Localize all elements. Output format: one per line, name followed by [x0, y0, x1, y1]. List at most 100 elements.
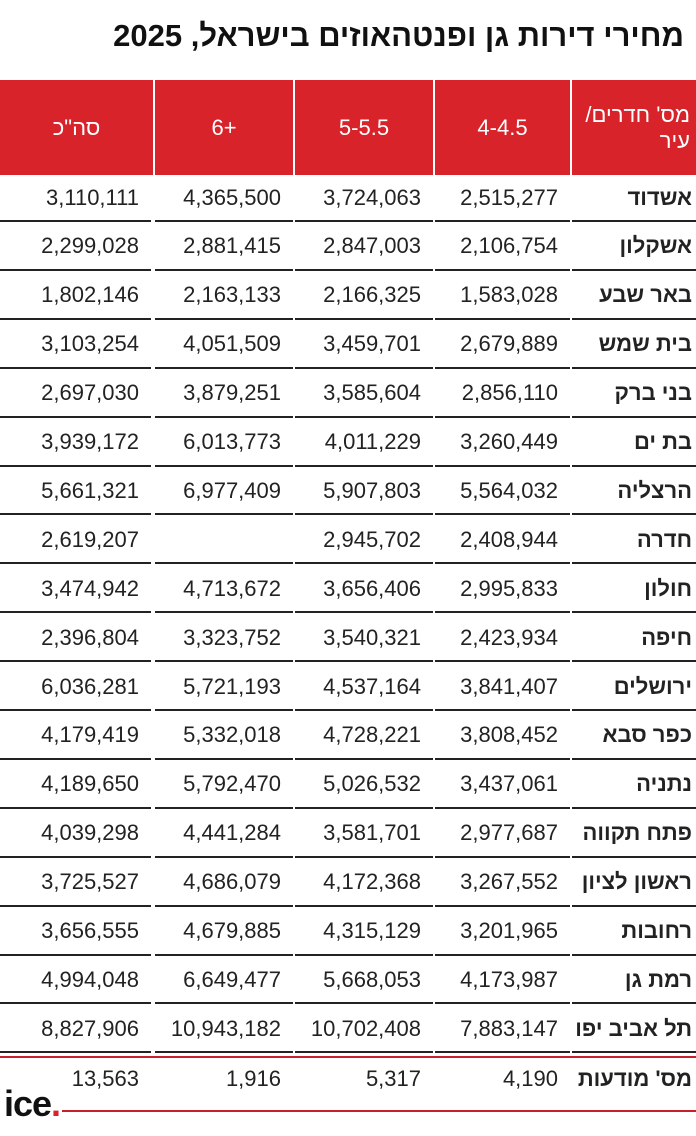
city-name: רחובות [572, 909, 696, 956]
price-cell: 3,474,942 [0, 566, 151, 614]
price-cell: 2,619,207 [0, 517, 151, 565]
price-cell: 4,051,509 [155, 322, 293, 369]
logo: ice. [4, 1083, 61, 1125]
logo-text: ice [4, 1083, 52, 1124]
price-cell: 3,437,061 [435, 762, 570, 809]
city-name: ירושלים [572, 664, 696, 711]
city-name: הרצליה [572, 468, 696, 516]
title: מחירי דירות גן ופנטהאוזים בישראל, 2025 [113, 18, 684, 53]
price-cell: 3,459,701 [295, 322, 433, 369]
price-cell: 1,583,028 [435, 273, 570, 320]
logo-dot: . [51, 1083, 61, 1124]
price-cell: 3,585,604 [295, 371, 433, 418]
city-name: אשקלון [572, 224, 696, 271]
price-cell: 2,697,030 [0, 371, 151, 418]
city-name: ראשון לציון [572, 860, 696, 907]
price-cell: 5,564,032 [435, 468, 570, 516]
column-header: מס' חדרים/ עיר [572, 80, 696, 175]
price-cell: 3,323,752 [155, 615, 293, 663]
price-cell: 5,332,018 [155, 713, 293, 760]
price-cell: 5,026,532 [295, 762, 433, 809]
price-cell: 3,267,552 [435, 860, 570, 907]
price-cell: 2,396,804 [0, 615, 151, 663]
footer-label: מס' מודעות [577, 1066, 692, 1092]
city-name: כפר סבא [572, 713, 696, 760]
price-cell: 4,728,221 [295, 713, 433, 760]
price-cell: 3,725,527 [0, 860, 151, 907]
price-cell [155, 517, 293, 565]
price-cell: 2,299,028 [0, 224, 151, 271]
price-cell: 6,013,773 [155, 420, 293, 467]
count-cell: 5,317 [365, 1066, 421, 1092]
price-cell: 6,977,409 [155, 468, 293, 516]
price-cell: 5,907,803 [295, 468, 433, 516]
price-cell: 3,841,407 [435, 664, 570, 711]
city-name: חדרה [572, 517, 696, 565]
city-name: בני ברק [572, 371, 696, 418]
price-cell: 4,172,368 [295, 860, 433, 907]
price-cell: 1,802,146 [0, 273, 151, 320]
column-header: 4-4.5 [435, 80, 570, 175]
price-cell: 4,173,987 [435, 957, 570, 1005]
price-cell: 3,939,172 [0, 420, 151, 467]
separator [0, 1056, 696, 1059]
price-cell: 3,110,111 [0, 175, 151, 222]
city-name: בית שמש [572, 322, 696, 369]
price-cell: 3,201,965 [435, 909, 570, 956]
price-cell: 2,423,934 [435, 615, 570, 663]
price-cell: 3,581,701 [295, 811, 433, 858]
price-cell: 2,945,702 [295, 517, 433, 565]
price-cell: 5,792,470 [155, 762, 293, 809]
price-cell: 4,686,079 [155, 860, 293, 907]
price-cell: 10,943,182 [155, 1006, 293, 1054]
price-cell: 4,365,500 [155, 175, 293, 222]
price-cell: 7,883,147 [435, 1006, 570, 1054]
price-cell: 2,995,833 [435, 566, 570, 614]
price-cell: 6,649,477 [155, 957, 293, 1005]
price-cell: 5,721,193 [155, 664, 293, 711]
price-cell: 6,036,281 [0, 664, 151, 711]
price-cell: 4,713,672 [155, 566, 293, 614]
price-cell: 3,260,449 [435, 420, 570, 467]
price-cell: 5,661,321 [0, 468, 151, 516]
city-name: חולון [572, 566, 696, 614]
price-cell: 3,879,251 [155, 371, 293, 418]
price-cell: 2,977,687 [435, 811, 570, 858]
price-cell: 4,179,419 [0, 713, 151, 760]
price-cell: 2,163,133 [155, 273, 293, 320]
bottom-line [62, 1110, 696, 1112]
price-cell: 5,668,053 [295, 957, 433, 1005]
price-cell: 4,039,298 [0, 811, 151, 858]
price-cell: 10,702,408 [295, 1006, 433, 1054]
price-cell: 4,994,048 [0, 957, 151, 1005]
price-cell: 3,724,063 [295, 175, 433, 222]
price-cell: 4,011,229 [295, 420, 433, 467]
price-cell: 3,540,321 [295, 615, 433, 663]
price-cell: 4,315,129 [295, 909, 433, 956]
city-name: תל אביב יפו [572, 1006, 696, 1054]
price-cell: 4,679,885 [155, 909, 293, 956]
price-cell: 3,103,254 [0, 322, 151, 369]
price-cell: 2,847,003 [295, 224, 433, 271]
price-cell: 2,679,889 [435, 322, 570, 369]
price-cell: 2,856,110 [435, 371, 570, 418]
column-header: סה"כ [0, 80, 153, 175]
city-name: באר שבע [572, 273, 696, 320]
city-name: נתניה [572, 762, 696, 809]
price-cell: 4,189,650 [0, 762, 151, 809]
price-cell: 2,166,325 [295, 273, 433, 320]
price-cell: 2,515,277 [435, 175, 570, 222]
count-cell: 4,190 [502, 1066, 558, 1092]
count-cell: 1,916 [225, 1066, 281, 1092]
price-cell: 3,808,452 [435, 713, 570, 760]
city-name: פתח תקווה [572, 811, 696, 858]
column-header: 5-5.5 [295, 80, 433, 175]
price-cell: 4,537,164 [295, 664, 433, 711]
price-cell: 3,656,406 [295, 566, 433, 614]
city-name: רמת גן [572, 957, 696, 1005]
city-name: אשדוד [572, 175, 696, 222]
price-cell: 2,881,415 [155, 224, 293, 271]
price-cell: 2,106,754 [435, 224, 570, 271]
price-cell: 8,827,906 [0, 1006, 151, 1054]
